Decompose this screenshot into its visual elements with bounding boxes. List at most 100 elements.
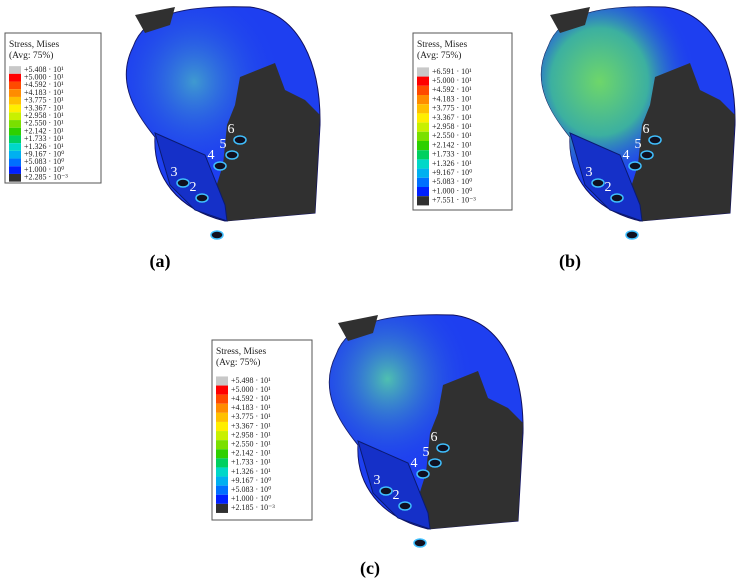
screw-hole bbox=[195, 193, 209, 203]
legend-entry: +5.083 · 10⁰ bbox=[24, 157, 64, 166]
legend-swatch bbox=[417, 122, 429, 132]
hole-label: 5 bbox=[635, 137, 642, 152]
panel-caption: (b) bbox=[559, 251, 581, 272]
low-stress-region bbox=[338, 315, 378, 341]
legend-swatch bbox=[216, 476, 228, 486]
legend-swatch bbox=[216, 403, 228, 413]
legend-entry: +9.167 · 10⁰ bbox=[24, 150, 64, 159]
screw-hole bbox=[591, 178, 605, 188]
fea-model: 1 23 456 bbox=[125, 6, 321, 240]
legend-swatch bbox=[9, 120, 21, 128]
legend-entry: +5.000 · 10¹ bbox=[24, 73, 64, 82]
legend-swatch bbox=[9, 81, 21, 90]
legend-swatch bbox=[417, 141, 429, 151]
legend-entry: +1.326 · 10¹ bbox=[432, 159, 472, 168]
legend-swatch bbox=[9, 135, 21, 144]
hole-label: 2 bbox=[605, 180, 612, 195]
legend-entry: +4.183 · 10¹ bbox=[231, 403, 271, 412]
screw-hole bbox=[640, 150, 654, 160]
legend-swatch bbox=[9, 158, 21, 167]
panel-caption: (a) bbox=[150, 251, 171, 272]
legend-entry: +3.775 · 10¹ bbox=[24, 96, 64, 105]
legend-entry: +3.367 · 10¹ bbox=[432, 113, 472, 122]
legend-entry: +1.000 · 10⁰ bbox=[432, 186, 472, 195]
legend-swatch bbox=[216, 467, 228, 477]
legend-entry: +3.367 · 10¹ bbox=[231, 421, 271, 430]
legend-title: Stress, Mises bbox=[9, 40, 59, 50]
hole-label: 6 bbox=[643, 122, 650, 137]
low-stress-region bbox=[550, 7, 590, 33]
legend-box bbox=[211, 339, 313, 521]
hole-label: 3 bbox=[586, 165, 593, 180]
legend-swatch bbox=[417, 76, 429, 86]
legend-swatch bbox=[9, 104, 21, 113]
screw-hole bbox=[233, 135, 247, 145]
low-stress-region bbox=[211, 63, 320, 221]
hole-label: 4 bbox=[623, 148, 630, 163]
legend-entry: +4.592 · 10¹ bbox=[24, 80, 64, 89]
legend-entry: +5.000 · 10¹ bbox=[432, 76, 472, 85]
legend-swatch bbox=[9, 96, 21, 105]
legend-entry: +5.498 · 10¹ bbox=[231, 376, 271, 385]
legend-entry: +2.958 · 10¹ bbox=[24, 111, 64, 120]
legend-swatch bbox=[417, 150, 429, 160]
flange bbox=[569, 132, 643, 222]
legend-entry: +4.183 · 10¹ bbox=[24, 88, 64, 97]
hole-label: 6 bbox=[431, 430, 438, 445]
hole-label: 5 bbox=[423, 445, 430, 460]
legend-swatch bbox=[216, 503, 228, 513]
legend-swatch bbox=[9, 73, 21, 82]
legend-entry: +1.000 · 10⁰ bbox=[24, 165, 64, 174]
legend-entry: +6.591 · 10¹ bbox=[432, 67, 472, 76]
legend-swatch bbox=[216, 421, 228, 432]
hole-label: 2 bbox=[393, 488, 400, 503]
screw-hole bbox=[648, 135, 662, 145]
legend-swatch bbox=[9, 127, 21, 136]
screw-hole bbox=[416, 469, 430, 479]
legend-swatch bbox=[9, 166, 21, 174]
legend-swatch bbox=[216, 485, 228, 495]
legend-swatch bbox=[216, 412, 228, 422]
screw-hole bbox=[428, 458, 442, 468]
legend-entry: +9.167 · 10⁰ bbox=[432, 168, 472, 177]
hole-label: 5 bbox=[220, 137, 227, 152]
legend-swatch bbox=[9, 143, 21, 151]
legend-entry: +2.550 · 10¹ bbox=[432, 131, 472, 140]
legend-entry: +1.733 · 10¹ bbox=[231, 458, 271, 467]
screw-hole bbox=[413, 538, 427, 548]
screw-hole bbox=[625, 230, 639, 240]
hole-label: 4 bbox=[208, 148, 215, 163]
legend-subtitle: (Avg: 75%) bbox=[417, 50, 461, 61]
hole-label: 3 bbox=[374, 473, 381, 488]
legend-swatch bbox=[417, 85, 429, 95]
legend-swatch bbox=[9, 66, 21, 74]
legend-entry: +4.183 · 10¹ bbox=[432, 94, 472, 103]
hole-label: 4 bbox=[411, 456, 418, 471]
legend-swatch bbox=[216, 494, 228, 504]
legend-swatch bbox=[9, 112, 21, 121]
legend-entry: +9.167 · 10⁰ bbox=[231, 476, 271, 485]
legend-swatch bbox=[216, 376, 228, 386]
screw-hole bbox=[176, 178, 190, 188]
legend-swatch bbox=[417, 177, 429, 187]
legend-entry: +2.550 · 10¹ bbox=[231, 440, 271, 449]
legend-entry: +2.142 · 10¹ bbox=[231, 449, 271, 458]
legend-swatch bbox=[216, 431, 228, 441]
hole-label: 3 bbox=[171, 165, 178, 180]
legend-swatch bbox=[216, 449, 228, 459]
flange bbox=[154, 132, 228, 222]
legend-swatch bbox=[417, 95, 429, 105]
legend-entry: +3.367 · 10¹ bbox=[24, 103, 64, 112]
legend-entry: +5.000 · 10¹ bbox=[231, 385, 271, 394]
legend-entry: +1.000 · 10⁰ bbox=[231, 494, 271, 503]
legend-title: Stress, Mises bbox=[417, 40, 467, 50]
legend-entry: +5.083 · 10⁰ bbox=[432, 177, 472, 186]
legend-entry: +2.142 · 10¹ bbox=[24, 126, 64, 135]
legend-swatch bbox=[9, 150, 21, 159]
legend-entry: +2.285 · 10⁻³ bbox=[24, 173, 68, 182]
legend-swatch bbox=[417, 159, 429, 169]
hole-label: 6 bbox=[228, 122, 235, 137]
screw-hole bbox=[398, 501, 412, 511]
legend-swatch bbox=[417, 187, 429, 197]
legend-entry: +2.958 · 10¹ bbox=[432, 122, 472, 131]
